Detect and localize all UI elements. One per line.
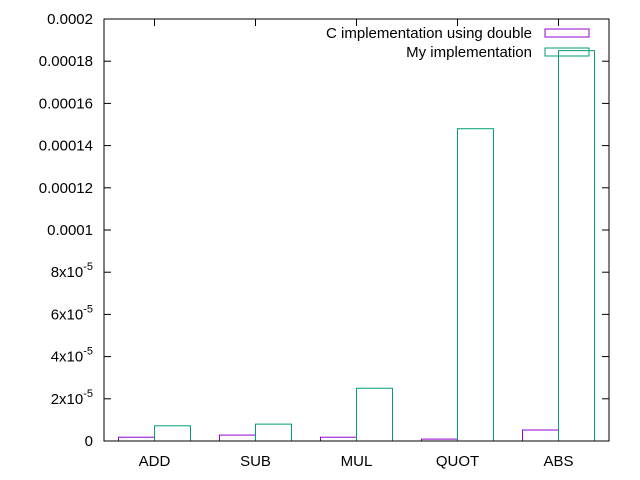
y-tick-label-base: 0.0001 [47, 222, 93, 239]
y-axis: 02x10-54x10-56x10-58x10-50.00010.000120.… [39, 11, 609, 450]
bar-quot-series-2 [458, 129, 494, 441]
y-tick-label: 0.0002 [47, 11, 93, 28]
y-tick-label-base: 0.00016 [39, 95, 93, 112]
x-tick-label: ADD [139, 453, 171, 470]
y-tick-label-base: 6x10 [51, 306, 84, 323]
y-tick-label-base: 0.00012 [39, 180, 93, 197]
y-tick-label-exponent: -5 [83, 388, 93, 400]
y-tick-label: 8x10-5 [51, 261, 93, 281]
legend-label: C implementation using double [326, 25, 532, 42]
x-tick-label: QUOT [436, 453, 479, 470]
y-tick-label-exponent: -5 [83, 346, 93, 358]
bar-abs-series-2 [559, 51, 595, 441]
bar-add-series-2 [155, 426, 191, 441]
y-tick-label-exponent: -5 [83, 303, 93, 315]
y-tick-label: 0.00014 [39, 138, 93, 155]
y-tick-label: 0.00016 [39, 95, 93, 112]
legend-swatch [545, 48, 589, 56]
y-tick-label: 0 [85, 433, 93, 450]
legend-swatch [545, 29, 589, 37]
bar-mul-series-1 [321, 437, 357, 441]
y-tick-label: 2x10-5 [51, 388, 93, 408]
bar-abs-series-1 [523, 430, 559, 441]
bar-add-series-1 [119, 437, 155, 441]
y-tick-label-base: 2x10 [51, 391, 84, 408]
y-tick-label-base: 4x10 [51, 349, 84, 366]
x-tick-label: ABS [543, 453, 573, 470]
x-tick-label: MUL [341, 453, 373, 470]
y-tick-label-base: 8x10 [51, 264, 84, 281]
plot-frame [104, 19, 609, 441]
y-tick-label-exponent: -5 [83, 261, 93, 273]
y-tick-label: 0.0001 [47, 222, 93, 239]
x-tick-label: SUB [240, 453, 271, 470]
bar-mul-series-2 [357, 388, 393, 441]
y-tick-label: 4x10-5 [51, 346, 93, 366]
y-tick-label: 0.00018 [39, 53, 93, 70]
bar-sub-series-2 [256, 424, 292, 441]
bars [119, 51, 595, 441]
y-tick-label-base: 0.00018 [39, 53, 93, 70]
y-tick-label-base: 0.00014 [39, 138, 93, 155]
y-tick-label-base: 0.0002 [47, 11, 93, 28]
y-tick-label-base: 0 [85, 433, 93, 450]
legend: C implementation using double My implemen… [326, 25, 589, 61]
y-tick-label: 0.00012 [39, 180, 93, 197]
legend-label: My implementation [406, 44, 532, 61]
bar-sub-series-1 [220, 435, 256, 441]
y-tick-label: 6x10-5 [51, 303, 93, 323]
